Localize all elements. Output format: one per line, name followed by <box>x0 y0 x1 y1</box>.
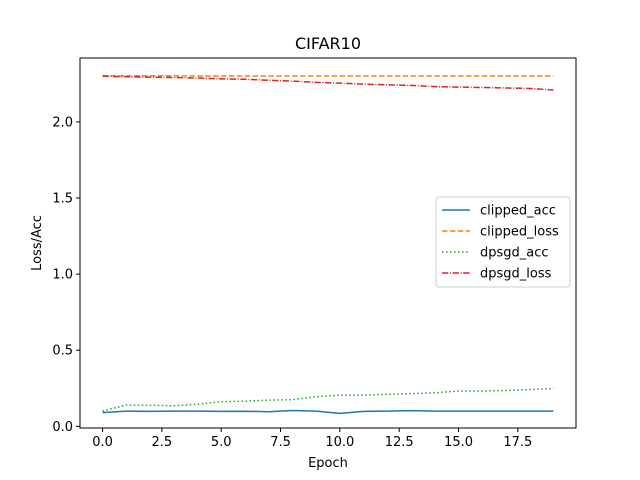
series-line-dpsgd-acc <box>102 387 554 412</box>
series-line-clipped-acc <box>102 409 554 415</box>
axes-frame <box>79 57 577 429</box>
x-tick-label: 7.5 <box>270 435 291 450</box>
legend-label-dpsgd-loss: dpsgd_loss <box>480 267 552 282</box>
legend-label-dpsgd-acc: dpsgd_acc <box>480 246 549 261</box>
x-tick-label: 10.0 <box>325 435 354 450</box>
legend-label-clipped-acc: clipped_acc <box>480 204 556 219</box>
legend-label-clipped-loss: clipped_loss <box>480 225 559 240</box>
legend: clipped_acc clipped_loss dpsgd_acc dpsgd_lo… <box>435 196 571 288</box>
x-axis-label: Epoch <box>308 456 348 471</box>
series-layer <box>102 75 554 415</box>
y-tick-label: 0.0 <box>52 420 73 435</box>
x-tick-label: 15.0 <box>444 435 473 450</box>
y-axis-ticks: 0.0 0.5 1.0 1.5 2.0 <box>52 115 80 435</box>
y-axis-label: Loss/Acc <box>30 215 45 271</box>
y-tick-label: 2.0 <box>52 115 73 130</box>
legend-box <box>435 196 571 288</box>
x-axis-ticks: 0.0 2.5 5.0 7.5 10.0 12.5 15.0 17.5 <box>92 428 532 450</box>
y-tick-label: 1.5 <box>52 192 73 207</box>
y-tick-label: 1.0 <box>52 268 73 283</box>
x-tick-label: 5.0 <box>211 435 232 450</box>
series-line-dpsgd-loss <box>102 75 554 91</box>
x-tick-label: 2.5 <box>152 435 173 450</box>
y-tick-label: 0.5 <box>52 344 73 359</box>
x-tick-label: 12.5 <box>385 435 414 450</box>
x-tick-label: 0.0 <box>92 435 113 450</box>
x-tick-label: 17.5 <box>503 435 532 450</box>
chart-title: CIFAR10 <box>295 34 361 53</box>
